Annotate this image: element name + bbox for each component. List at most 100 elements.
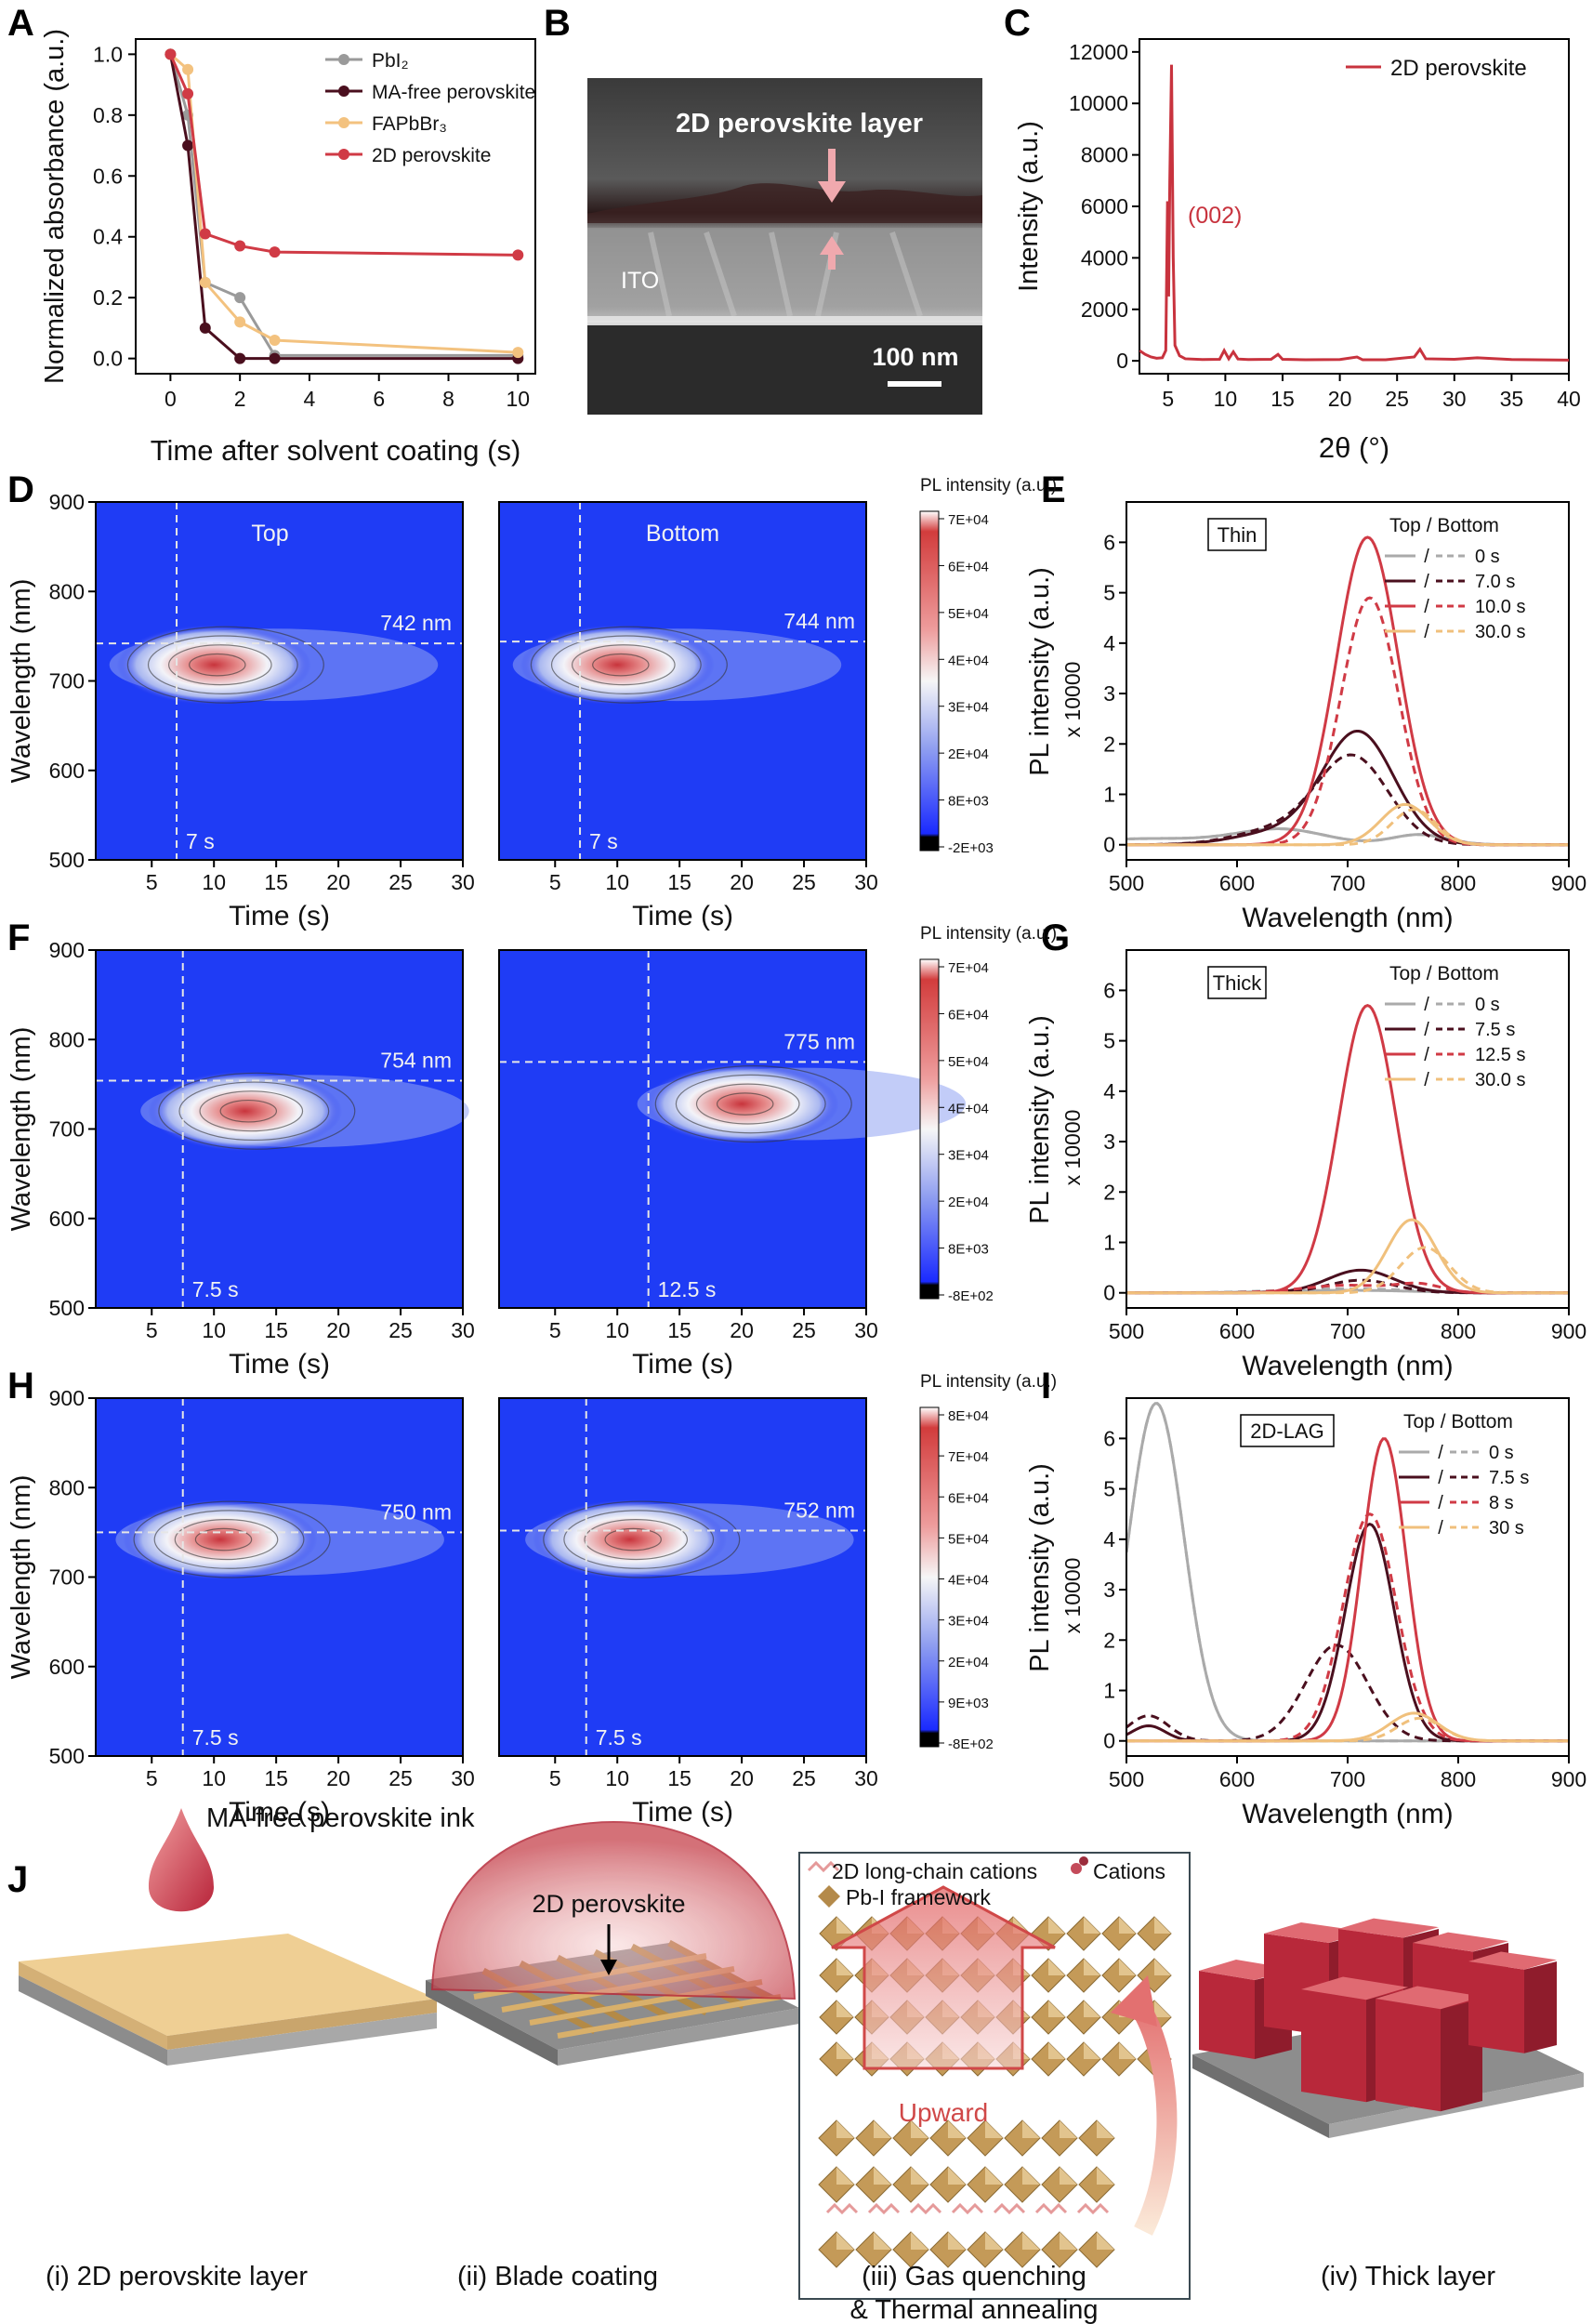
heatmap-ytick-label: 900 bbox=[49, 1386, 85, 1410]
heatmap-contour bbox=[189, 653, 246, 677]
spectra-ytick-label: 0 bbox=[1103, 1281, 1115, 1305]
spectra-legend-time: 7.5 s bbox=[1489, 1468, 1529, 1488]
heatmap-xtick-label: 30 bbox=[854, 1766, 878, 1790]
heatmap-xtick-label: 5 bbox=[146, 1318, 158, 1342]
heatmap-ytick-label: 900 bbox=[49, 490, 85, 514]
spectra-tag: 2D-LAG bbox=[1250, 1419, 1323, 1443]
blade-coating-illustration bbox=[426, 1820, 799, 2066]
panel-j-caption-1: (i) 2D perovskite layer bbox=[46, 2262, 308, 2291]
panel-a-series-line bbox=[169, 53, 519, 257]
colorbar-tick-label: 5E+04 bbox=[948, 1054, 989, 1070]
heatmap-contour bbox=[167, 644, 272, 686]
heatmap-xtick-label: 15 bbox=[264, 1318, 288, 1342]
heatmap-xlabel: Time (s) bbox=[229, 1349, 330, 1380]
panel-a-data-point bbox=[269, 352, 281, 364]
spectra-yfactor: x 10000 bbox=[1060, 662, 1085, 738]
framework-octahedron-face bbox=[1060, 2167, 1077, 2185]
panel-j-caption-2: (ii) Blade coating bbox=[457, 2262, 658, 2291]
colorbar-tick-label: 5E+04 bbox=[948, 1531, 989, 1547]
heatmap-xtick-label: 10 bbox=[605, 1766, 629, 1790]
heatmap-time-label: 12.5 s bbox=[658, 1277, 717, 1301]
heatmap-peak bbox=[644, 1063, 839, 1144]
spectra-legend-title: Top / Bottom bbox=[1389, 963, 1499, 984]
colorbar-tick-label: 8E+04 bbox=[948, 1408, 989, 1424]
heatmap-xlabel: Time (s) bbox=[229, 1797, 330, 1828]
spectra-legend-time: 30.0 s bbox=[1475, 1070, 1525, 1090]
spectra-ytick-label: 6 bbox=[1103, 978, 1115, 1002]
long-chain-cation bbox=[867, 2202, 901, 2215]
heatmap-contour bbox=[199, 1090, 304, 1132]
panel-c-xtick-label: 5 bbox=[1162, 387, 1174, 411]
crystal-grain-front bbox=[1199, 1971, 1255, 2059]
spectra-xlabel: Wavelength (nm) bbox=[1242, 903, 1453, 933]
spectra-xtick-label: 800 bbox=[1441, 871, 1476, 895]
spectra-series-line bbox=[1126, 1716, 1569, 1743]
heatmap-xtick-label: 10 bbox=[202, 870, 226, 894]
spectra-ytick-label: 6 bbox=[1103, 530, 1115, 554]
colorbar-tick-label: 3E+04 bbox=[948, 700, 989, 716]
heatmap-xtick-label: 10 bbox=[605, 870, 629, 894]
framework-box bbox=[798, 1852, 1191, 2300]
panel-j-caption-3a: (iii) Gas quenching bbox=[862, 2262, 1086, 2291]
heatmap-contour bbox=[592, 653, 650, 677]
spectra-legend-title: Top / Bottom bbox=[1403, 1411, 1513, 1433]
heatmap-background bbox=[499, 1398, 866, 1756]
panel-c-ytick-label: 12000 bbox=[1069, 40, 1128, 64]
framework-octahedron-face bbox=[948, 2232, 966, 2250]
panel-b-sem-image: 2D perovskite layer ITO 100 nm bbox=[587, 78, 982, 415]
spectra-xtick-label: 500 bbox=[1109, 1319, 1144, 1343]
crystal-grain-top bbox=[1301, 1976, 1408, 2000]
framework-octahedron-face bbox=[836, 1959, 853, 1975]
heatmap-xtick-label: 30 bbox=[451, 1318, 475, 1342]
panel-a-legend-marker bbox=[338, 54, 349, 65]
heatmap-xtick-label: 25 bbox=[792, 1318, 816, 1342]
spectra-xtick-label: 800 bbox=[1441, 1767, 1476, 1791]
framework-octahedron-face bbox=[948, 2167, 966, 2185]
heatmap-peak bbox=[520, 624, 715, 706]
heatmap-xtick-label: 15 bbox=[667, 870, 691, 894]
spectra-ytick-label: 3 bbox=[1103, 1578, 1115, 1602]
long-chain-cation bbox=[909, 2202, 942, 2215]
crystal-grain-front bbox=[1301, 1989, 1366, 2103]
heatmap-xlabel: Time (s) bbox=[632, 1797, 733, 1828]
panel-j-legend-framework: Pb-I framework bbox=[846, 1885, 991, 1909]
spectra-ytick-label: 2 bbox=[1103, 1628, 1115, 1652]
panel-a-series-line bbox=[168, 54, 519, 361]
heatmap-xtick-label: 5 bbox=[549, 1766, 561, 1790]
heatmap-wavelength-label: 744 nm bbox=[783, 609, 855, 633]
heatmap-contour bbox=[133, 1500, 331, 1578]
panel-c-ytick-label: 4000 bbox=[1081, 245, 1128, 270]
heatmap-xlabel: Time (s) bbox=[632, 1349, 733, 1380]
heatmap-contour bbox=[571, 644, 676, 686]
colorbar-tick-label: 9E+03 bbox=[948, 1696, 989, 1711]
spectra-series-group bbox=[1126, 1004, 1569, 1295]
framework-octahedron-face bbox=[836, 2120, 854, 2138]
heatmap-peak bbox=[533, 1499, 728, 1580]
framework-octahedron-face bbox=[985, 2232, 1003, 2250]
spectra-ytick-label: 3 bbox=[1103, 1129, 1115, 1154]
panel-a-xtick-label: 4 bbox=[304, 387, 316, 411]
spectra-series-line bbox=[1126, 753, 1569, 847]
panel-b-layer-label: 2D perovskite layer bbox=[676, 109, 923, 139]
panel-j-dome-label: 2D perovskite bbox=[532, 1890, 685, 1918]
spectra-xtick-label: 900 bbox=[1551, 871, 1586, 895]
framework-octahedron-face bbox=[836, 2232, 854, 2250]
framework-octahedron-face bbox=[836, 2042, 853, 2059]
framework-octahedron-face bbox=[1084, 1917, 1100, 1934]
panel-a-legend-entry: 2D perovskite bbox=[372, 145, 491, 166]
spectra-ylabel: PL intensity (a.u.) bbox=[1025, 1015, 1055, 1224]
panel-j-legend-2d-cations: 2D long-chain cations bbox=[832, 1859, 1037, 1883]
spectra-ytick-label: 1 bbox=[1103, 783, 1115, 807]
panel-letter-h: H bbox=[7, 1366, 34, 1406]
panel-letter-b: B bbox=[544, 3, 571, 44]
spectra-xtick-label: 500 bbox=[1109, 871, 1144, 895]
spectra-legend-slash: / bbox=[1424, 1045, 1429, 1065]
spectra-series-line bbox=[1126, 1644, 1569, 1743]
framework-octahedron-face bbox=[1060, 2120, 1077, 2138]
heatmap-ytick-label: 500 bbox=[49, 848, 85, 872]
heatmap-panels: 742 nm 7 s Top 5 10 15 20 25 30 Time (s) 500 600 700… bbox=[7, 476, 1057, 1828]
heatmap-xtick-label: 10 bbox=[605, 1318, 629, 1342]
heatmap-peak bbox=[148, 1070, 343, 1152]
